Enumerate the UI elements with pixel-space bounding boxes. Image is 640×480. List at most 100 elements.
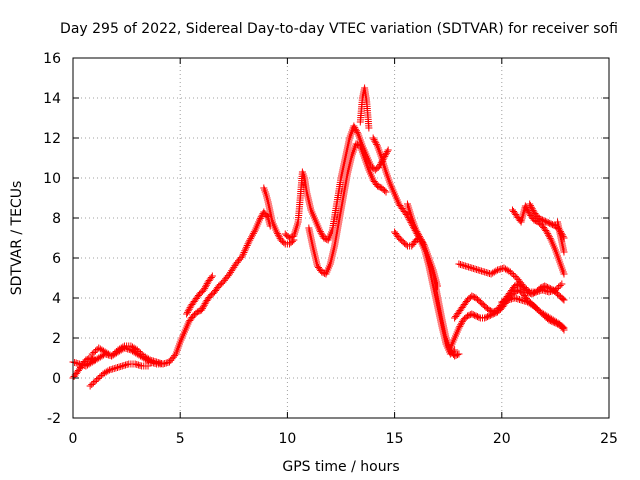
data-point (521, 284, 529, 291)
data-point (530, 302, 538, 310)
x-axis-label: GPS time / hours (282, 459, 399, 475)
data-point (510, 271, 518, 279)
series-track-early-low (86, 360, 152, 390)
data-point (524, 287, 532, 294)
data-point (455, 350, 463, 358)
data-point (382, 149, 390, 157)
data-point (200, 286, 208, 294)
data-point (275, 233, 283, 241)
data-point (518, 280, 526, 288)
data-point (560, 270, 568, 278)
data-point (519, 282, 527, 290)
data-point (545, 231, 553, 239)
data-point (316, 228, 324, 236)
data-point (274, 231, 282, 239)
data-point (457, 321, 465, 329)
data-point (543, 228, 551, 236)
data-point (511, 282, 519, 290)
series-track-peak-a (260, 184, 298, 248)
data-point (382, 188, 390, 196)
data-point (413, 228, 421, 236)
data-point (242, 245, 250, 253)
data-point (491, 307, 499, 315)
data-point (529, 289, 537, 297)
data-point (543, 218, 551, 226)
data-point (256, 216, 264, 224)
data-point (184, 307, 192, 315)
y-tick-label: 4 (52, 291, 61, 307)
data-point (201, 283, 209, 291)
data-point (375, 183, 383, 191)
data-point (317, 229, 325, 237)
data-point (414, 229, 422, 237)
chart-title: Day 295 of 2022, Sidereal Day-to-day VTE… (60, 21, 618, 37)
data-point (484, 313, 492, 321)
data-point (469, 293, 477, 301)
data-point (560, 326, 568, 334)
data-point (468, 310, 476, 318)
data-point (287, 233, 295, 241)
data-point (553, 285, 561, 292)
data-point (352, 127, 360, 135)
series-track-peak-c (305, 140, 390, 278)
data-point (207, 274, 215, 281)
data-point (534, 214, 542, 222)
data-point (540, 217, 548, 225)
data-point (453, 351, 461, 359)
data-point (198, 306, 206, 314)
data-point (171, 352, 179, 360)
data-point (86, 382, 94, 390)
data-point (238, 252, 246, 260)
data-point (353, 128, 361, 136)
data-point (93, 376, 101, 384)
series-track-rise-upper (183, 272, 216, 318)
data-point (109, 351, 117, 358)
data-point (549, 221, 557, 229)
data-point (86, 354, 94, 362)
data-point (451, 352, 459, 360)
data-point (321, 235, 329, 243)
data-point (537, 215, 545, 223)
data-point (541, 217, 549, 225)
series-track-late-4 (509, 202, 568, 278)
data-point (528, 205, 536, 213)
data-point (243, 242, 251, 249)
data-point (506, 268, 514, 276)
data-point (471, 311, 479, 319)
data-point (485, 312, 493, 320)
data-point (522, 285, 530, 293)
data-point (104, 367, 112, 375)
data-point (383, 148, 391, 156)
data-point (88, 355, 96, 363)
data-point (415, 232, 423, 240)
data-point (208, 272, 216, 280)
data-point (485, 306, 493, 314)
data-point (274, 230, 282, 238)
data-point (384, 146, 392, 154)
data-point (88, 350, 96, 358)
data-point (96, 373, 104, 381)
data-point (119, 343, 127, 351)
data-point (241, 247, 249, 255)
data-point (556, 282, 564, 289)
data-point (90, 349, 98, 356)
y-tick-label: 12 (43, 131, 61, 147)
data-point (280, 239, 288, 247)
data-point (200, 301, 208, 309)
data-point (526, 200, 534, 208)
data-point (352, 125, 360, 133)
y-tick-label: 14 (43, 91, 61, 107)
data-point (433, 282, 441, 290)
data-point (91, 378, 99, 385)
data-point (185, 305, 193, 313)
data-point (555, 283, 563, 291)
data-point (137, 349, 145, 357)
data-point (240, 249, 248, 256)
data-point (511, 273, 519, 280)
data-point (559, 295, 567, 303)
plot-frame (72, 57, 610, 419)
data-point (546, 219, 554, 227)
data-point (463, 312, 471, 320)
data-point (159, 360, 167, 368)
data-point (455, 324, 463, 332)
